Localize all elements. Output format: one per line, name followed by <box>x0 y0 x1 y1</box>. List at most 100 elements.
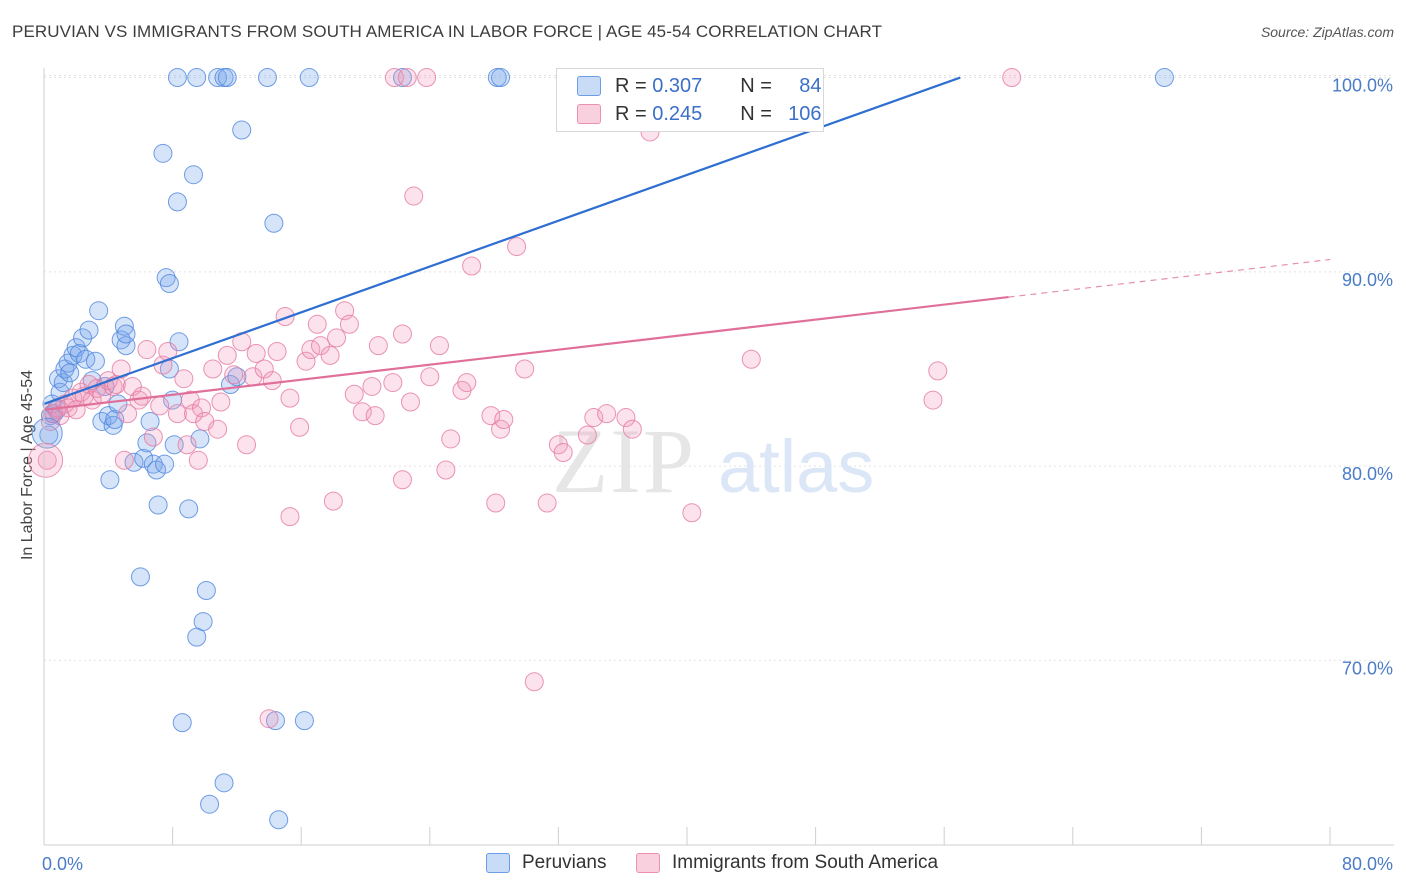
peruvian-point <box>217 68 237 88</box>
immigrant-point <box>392 470 412 490</box>
peruvian-point <box>294 711 314 731</box>
peruvian-point <box>299 68 319 88</box>
immigrant-point <box>553 443 573 463</box>
legend-n-value: 84 <box>799 74 822 97</box>
immigrant-point <box>280 388 300 408</box>
peruvian-point <box>89 301 109 321</box>
peruvian-point <box>153 143 173 163</box>
legend-r-value: 0.245 <box>652 102 703 125</box>
immigrant-point <box>1002 68 1022 88</box>
watermark: ZIP atlas <box>552 410 874 512</box>
watermark-atlas: atlas <box>718 425 874 508</box>
legend-n-label: N = <box>740 74 772 97</box>
immigrant-point <box>515 359 535 379</box>
peruvian-point <box>187 68 207 88</box>
peruvian-point <box>491 68 511 88</box>
immigrant-point <box>259 709 279 729</box>
immigrant-point <box>507 237 527 257</box>
peruvian-point <box>190 429 210 449</box>
immigrant-point <box>928 361 948 381</box>
immigrant-point <box>622 419 642 439</box>
immigrant-point <box>327 328 347 348</box>
peruvian-point <box>1154 68 1174 88</box>
immigrant-point <box>267 341 287 361</box>
immigrant-point <box>290 417 310 437</box>
peruvian-point <box>63 345 83 365</box>
immigrant-point <box>420 367 440 387</box>
axis-layer: 70.0% 80.0% 90.0% 100.0% 0.0% 80.0% <box>42 68 1394 874</box>
immigrant-point <box>368 336 388 356</box>
peruvian-point <box>53 373 73 393</box>
immigrant-point <box>401 392 421 412</box>
legend-item-immigrants[interactable]: Immigrants from South America <box>636 852 938 874</box>
immigrant-point <box>441 429 461 449</box>
immigrant-point <box>494 409 514 429</box>
peruvian-point <box>155 454 175 474</box>
peruvian-point <box>193 612 213 632</box>
immigrant-point <box>237 435 257 455</box>
immigrant-point <box>486 493 506 513</box>
immigrant-point <box>392 324 412 344</box>
peruvian-point <box>79 320 99 340</box>
x-tick-label-min: 0.0% <box>42 854 83 874</box>
peruvian-point <box>264 213 284 233</box>
immigrant-point <box>246 343 266 363</box>
immigrant-point <box>577 425 597 445</box>
correlation-legend: R = 0.307 N = 84 R = 0.245 N = 106 <box>556 68 824 132</box>
immigrant-point <box>344 384 364 404</box>
peruvian-point <box>167 68 187 88</box>
immigrant-point <box>383 373 403 393</box>
immigrant-point <box>741 349 761 369</box>
legend-r-label: R = <box>615 74 647 97</box>
immigrant-point <box>167 404 187 424</box>
peruvian-point <box>208 68 228 88</box>
x-tick-label-max: 80.0% <box>1342 854 1393 874</box>
immigrant-point <box>301 340 321 360</box>
peruvian-point <box>116 336 136 356</box>
immigrant-point <box>597 404 617 424</box>
immigrant-point <box>208 419 228 439</box>
peruvian-point <box>100 470 120 490</box>
immigrant-point <box>262 371 282 391</box>
peruvian-point <box>140 411 160 431</box>
immigrant-point <box>224 365 244 385</box>
legend-label-immigrants: Immigrants from South America <box>672 852 939 873</box>
legend-swatch-pink <box>577 104 601 124</box>
immigrant-point <box>339 314 359 334</box>
legend-item-peruvians[interactable]: Peruvians <box>486 852 607 874</box>
immigrant-point <box>137 340 157 360</box>
immigrant-point <box>114 450 134 470</box>
immigrant-point <box>584 408 604 428</box>
source-label: Source: ZipAtlas.com <box>1260 24 1394 40</box>
immigrant-point <box>310 336 330 356</box>
immigrant-point <box>177 435 197 455</box>
peruvian-point <box>269 810 289 830</box>
immigrant-point <box>923 390 943 410</box>
legend-row-peruvians: R = 0.307 N = 84 <box>577 73 822 99</box>
peruvian-point <box>60 363 80 383</box>
peruvian-point <box>76 349 96 369</box>
immigrant-point <box>320 345 340 365</box>
immigrant-point <box>397 68 417 88</box>
legend-swatch-blue <box>577 76 601 96</box>
immigrant-point <box>457 373 477 393</box>
immigrant-point <box>188 450 208 470</box>
immigrant-point <box>280 507 300 527</box>
legend-swatch-blue <box>486 853 510 873</box>
immigrant-point <box>203 359 223 379</box>
y-tick-label: 90.0% <box>1342 270 1393 290</box>
peruvian-point <box>214 773 234 793</box>
peruvian-point <box>31 417 63 449</box>
immigrant-point <box>429 336 449 356</box>
immigrant-point <box>481 406 501 426</box>
peruvian-point <box>392 68 412 88</box>
peruvian-point <box>143 454 163 474</box>
immigrant-point <box>211 392 231 412</box>
peruvian-point <box>130 567 150 587</box>
peruvian-point <box>183 165 203 185</box>
immigrant-point <box>217 345 237 365</box>
legend-r-label: R = <box>615 102 647 125</box>
peruvian-point <box>196 580 216 600</box>
peruvian-point <box>179 499 199 519</box>
